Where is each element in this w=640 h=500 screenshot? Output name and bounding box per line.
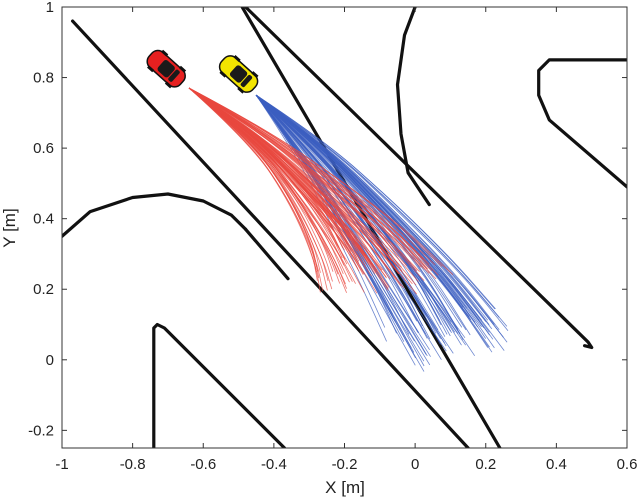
x-axis-ticks: -1 -0.8 -0.6 -0.4 -0.2 0 0.2 0.4 0.6: [55, 7, 637, 473]
red-rollout-line: [188, 87, 317, 273]
road-boundary: [62, 192, 248, 238]
vehicles: [146, 49, 259, 94]
yellow-rollout-line: [255, 94, 493, 330]
red-car-rollouts: [188, 87, 454, 295]
y-tick-label: 0.6: [33, 140, 54, 157]
y-tick-label: -0.2: [28, 422, 54, 439]
road-boundary: [70, 19, 470, 448]
y-tick-label: 0.4: [33, 211, 54, 228]
yellow-car: [218, 55, 259, 94]
road-boundary: [395, 7, 431, 207]
yellow-rollout-line: [255, 94, 405, 342]
red-rollout-line: [188, 87, 352, 252]
yellow-rollout-line: [255, 94, 461, 335]
yellow-rollout-line: [255, 94, 441, 321]
x-tick-label: 0.6: [617, 456, 638, 473]
x-tick-label: -0.4: [261, 456, 287, 473]
yellow-rollout-line: [255, 94, 496, 310]
red-car: [146, 49, 187, 89]
x-tick-label: -0.6: [190, 456, 216, 473]
y-tick-label: 0.8: [33, 70, 54, 87]
red-rollout-line: [188, 87, 339, 275]
red-rollout-line: [188, 87, 424, 260]
y-tick-label: 1: [46, 0, 54, 16]
red-rollout-line: [188, 87, 324, 291]
x-axis-title: X [m]: [325, 478, 365, 497]
road-boundary: [152, 322, 287, 448]
red-rollout-line: [188, 87, 430, 274]
y-axis-ticks: -0.2 0 0.2 0.4 0.6 0.8 1: [28, 0, 627, 439]
red-rollout-line: [188, 87, 392, 262]
y-tick-label: 0.2: [33, 281, 54, 298]
yellow-rollout-line: [255, 94, 509, 331]
yellow-rollout-line: [255, 94, 495, 325]
yellow-rollout-line: [255, 94, 464, 341]
red-rollout-line: [188, 87, 425, 281]
x-tick-label: 0: [411, 456, 419, 473]
road-boundaries: [62, 7, 627, 448]
y-tick-label: 0: [46, 352, 54, 369]
yellow-rollout-line: [255, 94, 500, 318]
red-rollout-line: [188, 87, 358, 252]
red-rollout-line: [188, 87, 333, 290]
x-tick-label: -0.8: [120, 456, 146, 473]
yellow-rollout-line: [255, 94, 489, 348]
red-rollout-line: [188, 87, 343, 259]
yellow-rollout-line: [255, 94, 485, 329]
yellow-rollout-line: [255, 94, 479, 328]
x-tick-label: 0.4: [546, 456, 567, 473]
road-boundary: [240, 7, 502, 448]
y-axis-title: Y [m]: [0, 208, 19, 247]
red-rollout-line: [188, 87, 366, 254]
road-boundary: [244, 227, 290, 281]
red-rollout-line: [188, 87, 432, 272]
yellow-rollout-line: [255, 94, 428, 339]
road-boundary: [244, 7, 594, 350]
x-tick-label: -0.2: [332, 456, 358, 473]
x-tick-label: -1: [55, 456, 68, 473]
trajectory-rollouts: [188, 87, 509, 372]
red-rollout-line: [188, 87, 356, 284]
x-tick-label: 0.2: [475, 456, 496, 473]
road-boundary: [537, 58, 627, 189]
